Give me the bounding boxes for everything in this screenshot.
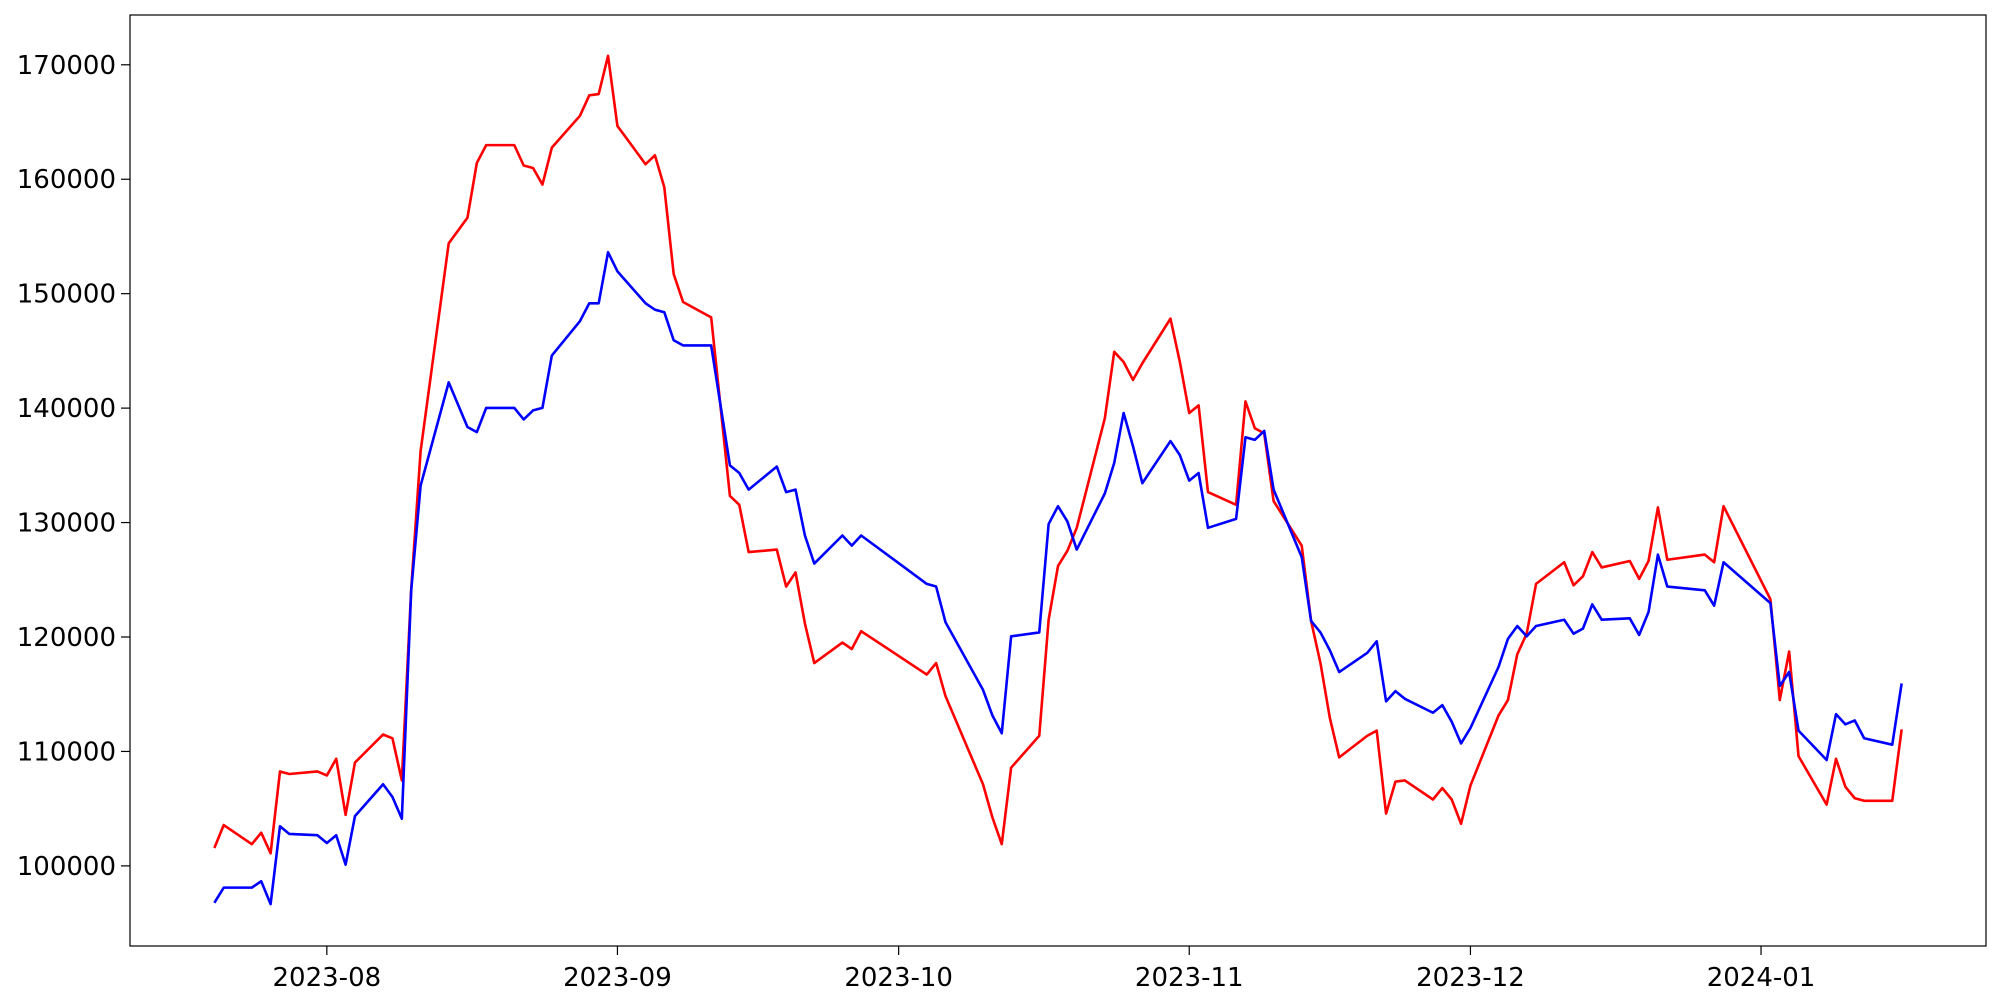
x-tick-label: 2024-01: [1707, 963, 1816, 993]
y-tick-label: 150000: [17, 280, 116, 310]
y-tick-label: 170000: [17, 51, 116, 81]
series-line: [213, 250, 1903, 906]
y-tick-label: 130000: [17, 509, 116, 539]
y-tick-label: 140000: [17, 394, 116, 424]
y-tick-label: 120000: [17, 623, 116, 653]
x-tick-label: 2023-11: [1135, 963, 1244, 993]
y-tick-label: 100000: [17, 852, 116, 882]
x-tick-label: 2023-12: [1416, 963, 1525, 993]
y-tick-label: 160000: [17, 165, 116, 195]
plot-frame: [129, 14, 1987, 947]
y-tick-label: 110000: [17, 737, 116, 767]
x-tick-label: 2023-08: [273, 963, 382, 993]
series-line: [213, 54, 1903, 855]
x-tick-label: 2023-10: [844, 963, 953, 993]
x-tick-label: 2023-09: [563, 963, 672, 993]
